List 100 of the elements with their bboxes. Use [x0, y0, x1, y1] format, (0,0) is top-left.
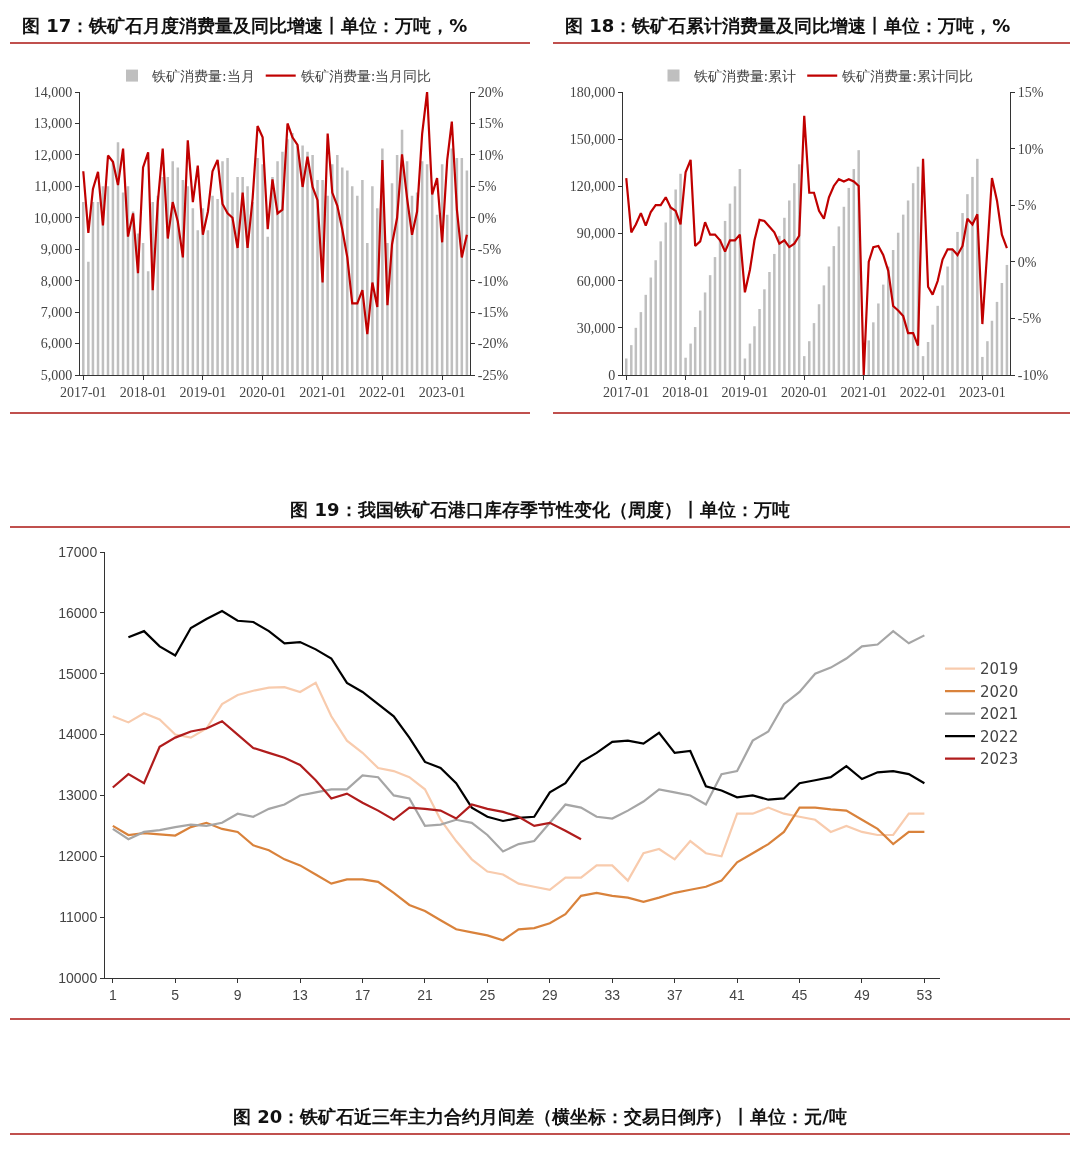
- y-tick-label: 17000: [58, 543, 98, 560]
- line-series: [111, 681, 926, 891]
- y2-tick-label: 10%: [477, 147, 504, 163]
- line-series: [127, 609, 926, 823]
- y-tick-label: 0: [608, 367, 616, 383]
- bar: [753, 326, 756, 375]
- x-tick-label: 45: [791, 986, 808, 1003]
- y-tick-label: 10,000: [33, 210, 73, 226]
- y2-tick-label: -20%: [477, 336, 509, 352]
- y2-tick-label: 15%: [477, 116, 504, 132]
- x-tick-label: 25: [479, 986, 496, 1003]
- y2-tick-label: 15%: [1017, 84, 1044, 100]
- x-tick-label: 2017-01: [59, 384, 107, 400]
- legend-label: 铁矿消费量:当月: [151, 68, 255, 85]
- y-tick-label: 180,000: [569, 84, 616, 100]
- y-tick-label: 5,000: [40, 367, 73, 383]
- y-tick-label: 16000: [58, 604, 98, 621]
- y-tick-label: 9,000: [40, 242, 73, 258]
- bar: [679, 173, 682, 375]
- x-tick-label: 2021-01: [299, 384, 346, 400]
- x-tick-label: 53: [916, 986, 933, 1003]
- y2-tick-label: -5%: [477, 242, 502, 258]
- legend-label: 铁矿消费量:累计同比: [841, 68, 973, 85]
- line-series: [111, 720, 583, 841]
- bar: [793, 183, 796, 375]
- y2-tick-label: 5%: [477, 179, 497, 195]
- line-series: [82, 92, 468, 336]
- bar: [971, 176, 974, 375]
- bar: [808, 341, 811, 375]
- y-tick-label: 8,000: [40, 273, 73, 289]
- x-tick-label: 13: [292, 986, 309, 1003]
- x-tick-label: 29: [542, 986, 558, 1003]
- x-tick-label: 1: [108, 986, 117, 1003]
- x-tick-label: 2019-01: [179, 384, 227, 400]
- y2-tick-label: -5%: [1017, 311, 1042, 327]
- bar: [689, 343, 692, 375]
- y-tick-label: 6,000: [40, 336, 73, 352]
- bar: [763, 289, 766, 375]
- x-tick-label: 2018-01: [662, 384, 709, 400]
- bar: [659, 241, 662, 375]
- x-tick-label: 17: [354, 986, 371, 1003]
- bar: [758, 308, 761, 375]
- y-tick-label: 7,000: [40, 305, 73, 321]
- y-tick-label: 12000: [58, 848, 98, 865]
- x-tick-label: 2023-01: [959, 384, 1006, 400]
- bar: [684, 357, 687, 375]
- legend-label: 2019: [980, 660, 1019, 679]
- legend-label: 2021: [980, 705, 1019, 724]
- bar: [768, 272, 771, 375]
- bar: [778, 235, 781, 375]
- x-tick-label: 2021-01: [840, 384, 888, 400]
- x-tick-label: 2018-01: [119, 384, 167, 400]
- y2-tick-label: 0%: [1017, 254, 1037, 270]
- y2-tick-label: 20%: [477, 84, 504, 100]
- x-tick-label: 9: [233, 986, 242, 1003]
- x-tick-label: 2020-01: [780, 384, 828, 400]
- y2-tick-label: 0%: [477, 210, 497, 226]
- y2-tick-label: -15%: [477, 305, 509, 321]
- x-tick-label: 2019-01: [721, 384, 769, 400]
- bar: [630, 345, 633, 375]
- x-tick-label: 41: [729, 986, 746, 1003]
- bar: [951, 249, 954, 375]
- y-tick-label: 30,000: [576, 320, 616, 336]
- y-tick-label: 11,000: [34, 179, 73, 195]
- bar: [931, 324, 934, 375]
- chart-title: 图 19：我国铁矿石港口库存季节性变化（周度）丨单位：万吨: [10, 498, 1070, 528]
- bar: [674, 189, 677, 375]
- y-tick-label: 14,000: [33, 84, 73, 100]
- y-tick-label: 60,000: [576, 273, 616, 289]
- x-tick-label: 21: [417, 986, 433, 1003]
- bar: [946, 266, 949, 375]
- y2-tick-label: -25%: [477, 367, 509, 383]
- bar: [961, 213, 964, 375]
- y2-tick-label: -10%: [1017, 367, 1049, 383]
- line-series: [111, 806, 926, 942]
- x-tick-label: 33: [604, 986, 621, 1003]
- bar: [981, 356, 984, 375]
- y-tick-label: 90,000: [576, 226, 616, 242]
- x-tick-label: 2020-01: [239, 384, 286, 400]
- x-tick-label: 49: [854, 986, 870, 1003]
- bar: [783, 217, 786, 375]
- legend-label: 铁矿消费量:累计: [692, 68, 797, 85]
- text: 图 20：铁矿石近三年主力合约月间差（横坐标：交易日倒序）丨单位：元/吨: [10, 1105, 1070, 1135]
- bar: [788, 200, 791, 375]
- y-tick-label: 11000: [59, 909, 98, 926]
- bar: [986, 341, 989, 375]
- chart-title: 图 17：铁矿石月度消费量及同比增速丨单位：万吨，%: [10, 14, 530, 44]
- x-tick-label: 2023-01: [418, 384, 466, 400]
- y2-tick-label: -10%: [477, 273, 509, 289]
- y-tick-label: 14000: [58, 726, 98, 743]
- bar: [966, 194, 969, 375]
- y2-tick-label: 5%: [1017, 198, 1037, 214]
- chart-title: 图 18：铁矿石累计消费量及同比增速丨单位：万吨，%: [553, 14, 1070, 44]
- y-tick-label: 13000: [58, 787, 98, 804]
- legend-label: 2020: [980, 682, 1019, 701]
- y-tick-label: 150,000: [569, 132, 616, 148]
- y2-tick-label: 10%: [1017, 141, 1044, 157]
- y-tick-label: 13,000: [33, 116, 73, 132]
- bar: [877, 303, 880, 375]
- bar: [956, 231, 959, 375]
